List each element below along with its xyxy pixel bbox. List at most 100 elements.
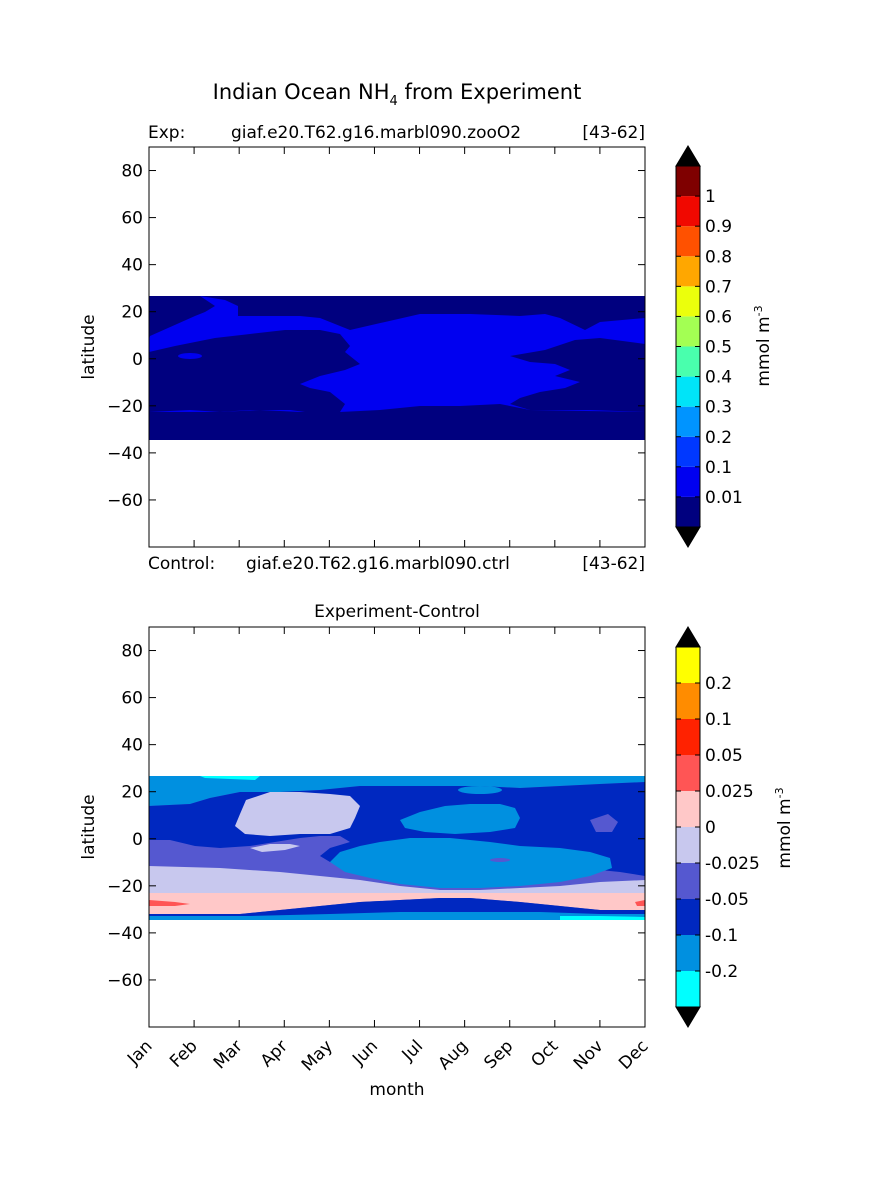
xtick-label: Dec <box>615 1036 652 1073</box>
colorbar-segment <box>676 166 700 197</box>
bottom-plot-frame <box>148 626 646 1028</box>
colorbar-segment <box>676 316 700 347</box>
diff-region-red-east <box>635 900 645 906</box>
xtick-label: Mar <box>210 1036 247 1073</box>
colorbar-tick-label: -0.1 <box>705 926 738 946</box>
ytick-label: −40 <box>107 924 143 944</box>
colorbar-tick-label: 0.5 <box>705 338 732 358</box>
ytick-label: 40 <box>121 736 143 756</box>
exp-label: Exp: <box>148 123 185 143</box>
xtick-label: Apr <box>257 1036 292 1071</box>
colorbar-extend-min <box>675 526 701 548</box>
colorbar-segment <box>676 899 700 935</box>
top-region-dark-east <box>510 338 645 412</box>
colorbar-tick-label: 0.9 <box>705 217 732 237</box>
colorbar-tick-label: 0.2 <box>705 428 732 448</box>
diff-region-lavender-south <box>149 866 645 893</box>
colorbar-segment <box>676 971 700 1007</box>
ytick-label: 60 <box>121 209 143 229</box>
colorbar-extend-max <box>675 145 701 167</box>
exp-years: [43-62] <box>582 123 645 143</box>
bottom-panel-title: Experiment-Control <box>314 602 480 622</box>
diff-region-red-west <box>149 900 190 906</box>
colorbar-segment <box>676 346 700 377</box>
ctrl-label: Control: <box>148 554 215 574</box>
diff-region-lightblue-north <box>400 804 520 834</box>
colorbar-segment <box>676 256 700 287</box>
colorbar-segment <box>676 935 700 971</box>
colorbar-tick-label: 0.1 <box>705 710 732 730</box>
colorbar-tick-label: -0.025 <box>705 854 760 874</box>
ctrl-case: giaf.e20.T62.g16.marbl090.ctrl <box>246 554 510 574</box>
ytick-label: 20 <box>121 783 143 803</box>
colorbar-segment <box>676 791 700 827</box>
colorbar-segment <box>676 226 700 257</box>
colorbar-segment <box>676 406 700 437</box>
bottom-colorbar-label: mmol m-3 <box>773 787 795 868</box>
colorbar-segment <box>676 376 700 407</box>
ytick-label: −40 <box>107 444 143 464</box>
figure-title: Indian Ocean NH4 from Experiment <box>213 80 582 109</box>
colorbar-tick-label: 0.01 <box>705 488 743 508</box>
colorbar-tick-label: 0.025 <box>705 782 754 802</box>
colorbar-segment <box>676 466 700 497</box>
colorbar-segment <box>676 719 700 755</box>
colorbar-segment <box>676 496 700 527</box>
ytick-label: 60 <box>121 689 143 709</box>
bottom-ylabel: latitude <box>79 794 99 859</box>
colorbar-tick-label: 1 <box>705 187 716 207</box>
xtick-label: Oct <box>527 1036 562 1071</box>
colorbar-tick-label: 0 <box>705 818 716 838</box>
top-colorbar: 0.01 0.1 0.2 0.3 0.4 0.5 0.6 0.7 0.8 0.9 1 <box>675 145 743 548</box>
diff-region-pink <box>149 893 645 914</box>
xtick-label: Aug <box>435 1036 473 1074</box>
exp-case: giaf.e20.T62.g16.marbl090.zooO2 <box>231 123 521 143</box>
top-ylabel: latitude <box>79 314 99 379</box>
bottom-colorbar: -0.2 -0.1 -0.05 -0.025 0 0.025 0.05 0.1 0.2 <box>675 626 760 1028</box>
ytick-label: 80 <box>121 162 143 182</box>
colorbar-tick-label: -0.2 <box>705 962 738 982</box>
colorbar-segment <box>676 755 700 791</box>
top-blob <box>178 353 202 359</box>
colorbar-tick-label: 0.4 <box>705 368 732 388</box>
ytick-label: −60 <box>107 971 143 991</box>
colorbar-extend-min <box>675 1006 701 1028</box>
colorbar-tick-label: 0.05 <box>705 746 743 766</box>
colorbar-tick-label: -0.05 <box>705 890 749 910</box>
colorbar-tick-label: 0.1 <box>705 458 732 478</box>
diff-region-lightblue-south <box>149 912 645 920</box>
ytick-label: −60 <box>107 491 143 511</box>
diff-region-lightblue-small <box>458 786 502 794</box>
colorbar-segment <box>676 647 700 683</box>
colorbar-extend-max <box>675 626 701 648</box>
diff-region-purple-spot <box>490 858 510 862</box>
top-region-dark-north <box>149 296 645 330</box>
bottom-xlabel: month <box>369 1080 424 1100</box>
colorbar-tick-label: 0.3 <box>705 398 732 418</box>
colorbar-segment <box>676 683 700 719</box>
top-yaxis: 80 60 40 20 0 −20 −40 −60 <box>107 147 646 547</box>
ytick-label: 0 <box>132 830 143 850</box>
colorbar-segment <box>676 863 700 899</box>
colorbar-tick-label: 0.7 <box>705 277 732 297</box>
ytick-label: −20 <box>107 877 143 897</box>
colorbar-tick-label: 0.8 <box>705 247 732 267</box>
ctrl-years: [43-62] <box>582 554 645 574</box>
top-region-dark-west <box>149 296 215 340</box>
diff-region-cyan-south <box>560 916 645 920</box>
diff-region-purple-east <box>590 814 618 832</box>
xtick-label: Jan <box>123 1036 156 1069</box>
diff-region-north-lightblue <box>149 776 645 806</box>
colorbar-tick-label: 0.6 <box>705 307 732 327</box>
xtick-label: Jul <box>398 1036 427 1065</box>
top-colorbar-label: mmol m-3 <box>752 305 774 386</box>
xtick-label: Feb <box>166 1036 201 1071</box>
diff-region-lightblue-central <box>330 838 612 888</box>
bottom-plot <box>149 627 645 1027</box>
ytick-label: 40 <box>121 256 143 276</box>
ytick-label: 0 <box>132 350 143 370</box>
diff-region-north-cyan <box>200 776 260 780</box>
ytick-label: −20 <box>107 397 143 417</box>
xtick-label: Sep <box>480 1036 517 1073</box>
